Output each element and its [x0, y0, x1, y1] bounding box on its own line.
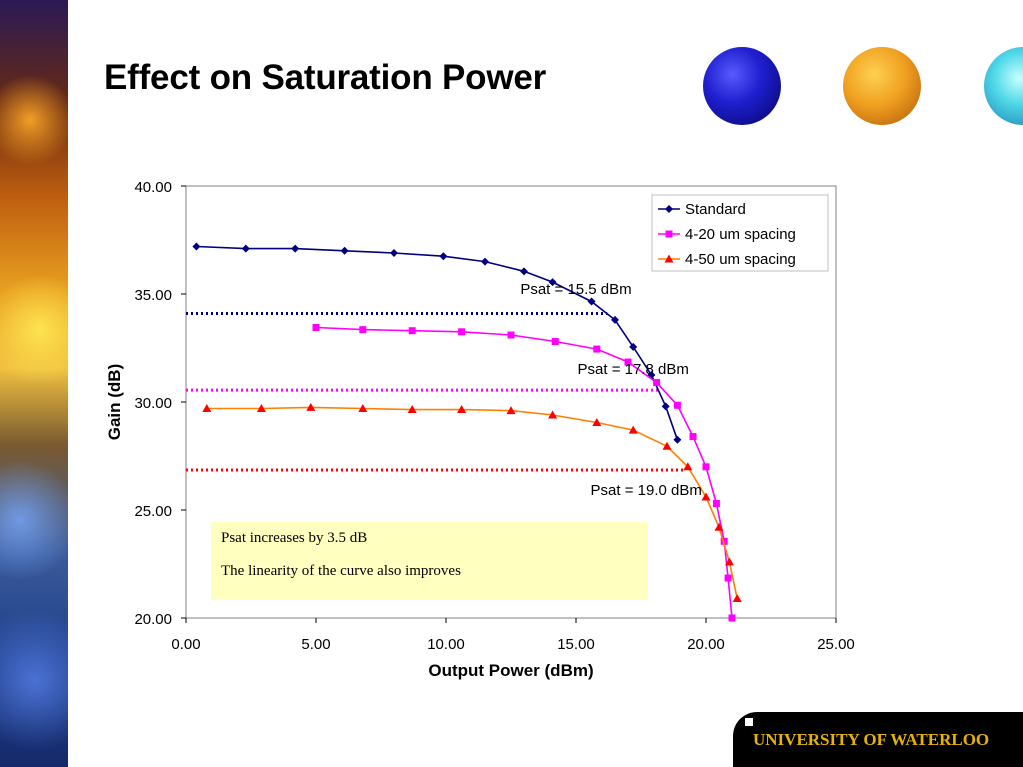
footer-notch	[745, 718, 753, 726]
x-tick-label: 25.00	[817, 636, 855, 653]
data-point-4-50-um-spacing	[592, 418, 602, 427]
data-point-standard	[520, 267, 528, 276]
data-point-4-20-um-spacing	[724, 574, 732, 582]
data-point-4-20-um-spacing	[689, 433, 697, 441]
data-point-standard	[192, 242, 201, 251]
data-point-4-50-um-spacing	[358, 403, 368, 412]
legend	[651, 194, 829, 272]
y-axis-label: Gain (dB)	[105, 364, 124, 441]
data-point-standard	[587, 297, 596, 306]
data-point-standard	[629, 342, 638, 351]
x-tick-label: 0.00	[171, 636, 200, 653]
legend-marker-4-50-um-spacing	[664, 254, 674, 263]
data-point-4-20-um-spacing	[507, 331, 515, 339]
data-point-4-20-um-spacing	[653, 379, 661, 387]
data-point-standard	[390, 248, 398, 257]
legend-label-4-20-um-spacing: 4-20 um spacing	[685, 226, 796, 243]
data-point-4-20-um-spacing	[359, 326, 367, 334]
data-point-4-50-um-spacing	[701, 492, 711, 501]
psat-annotation: Psat = 17.8 dBm	[578, 361, 689, 378]
y-tick-label: 40.00	[134, 179, 172, 196]
x-tick-label: 15.00	[557, 636, 595, 653]
university-name: UNIVERSITY OF WATERLOO	[753, 730, 990, 749]
data-point-4-20-um-spacing	[624, 358, 632, 366]
data-point-standard	[661, 402, 670, 411]
data-point-4-50-um-spacing	[732, 594, 742, 603]
legend-label-4-50-um-spacing: 4-50 um spacing	[685, 251, 796, 268]
series-line-4-50-um-spacing	[206, 406, 738, 599]
psat-annotation: Psat = 19.0 dBm	[591, 482, 702, 499]
data-point-4-20-um-spacing	[728, 614, 736, 622]
note-line-linearity: The linearity of the curve also improves	[221, 563, 461, 579]
note-line-psat: Psat increases by 3.5 dB	[221, 530, 368, 546]
data-point-4-50-um-spacing	[457, 405, 467, 414]
psat-annotation: Psat = 15.5 dBm	[520, 281, 631, 298]
data-point-4-20-um-spacing	[673, 401, 681, 409]
data-point-standard	[481, 257, 489, 266]
legend-marker-standard	[665, 205, 673, 213]
data-point-4-20-um-spacing	[712, 500, 720, 508]
data-point-4-50-um-spacing	[202, 403, 212, 412]
x-tick-label: 5.00	[301, 636, 330, 653]
y-tick-label: 35.00	[134, 287, 172, 304]
data-point-4-20-um-spacing	[720, 537, 728, 545]
data-point-4-50-um-spacing	[724, 557, 734, 566]
x-axis-label: Output Power (dBm)	[428, 661, 593, 680]
data-point-4-50-um-spacing	[548, 410, 558, 419]
x-tick-label: 10.00	[427, 636, 465, 653]
x-tick-label: 20.00	[687, 636, 725, 653]
y-tick-label: 30.00	[134, 395, 172, 412]
data-point-4-20-um-spacing	[593, 345, 601, 353]
data-point-standard	[439, 252, 448, 261]
blue-wafer-image	[703, 47, 781, 125]
y-tick-label: 20.00	[134, 611, 172, 628]
legend-marker-4-20-um-spacing	[665, 230, 673, 238]
data-point-4-20-um-spacing	[702, 463, 710, 471]
data-point-standard	[291, 244, 300, 253]
slide-title: Effect on Saturation Power	[104, 58, 547, 97]
data-point-4-50-um-spacing	[628, 425, 638, 434]
footer-banner: UNIVERSITY OF WATERLOO	[733, 712, 1023, 767]
data-point-4-20-um-spacing	[312, 323, 320, 331]
data-point-4-50-um-spacing	[256, 403, 266, 412]
data-point-4-50-um-spacing	[306, 402, 316, 411]
y-tick-label: 25.00	[134, 503, 172, 520]
legend-label-standard: Standard	[685, 201, 746, 218]
data-point-4-50-um-spacing	[683, 462, 693, 471]
data-point-standard	[241, 244, 250, 253]
data-point-standard	[673, 435, 682, 444]
note-box: Psat increases by 3.5 dB The linearity o…	[211, 522, 648, 600]
data-point-4-50-um-spacing	[407, 405, 417, 414]
series-line-4-20-um-spacing	[315, 326, 733, 619]
orange-wafer-image	[843, 47, 921, 125]
decorative-side-strip	[0, 0, 68, 767]
data-point-standard	[340, 246, 349, 255]
data-point-standard	[548, 278, 557, 287]
data-point-4-50-um-spacing	[662, 441, 672, 450]
data-point-4-20-um-spacing	[458, 328, 466, 336]
data-point-4-20-um-spacing	[408, 327, 416, 335]
data-point-standard	[611, 315, 619, 324]
data-point-4-20-um-spacing	[551, 338, 559, 346]
data-point-4-50-um-spacing	[506, 406, 516, 415]
data-point-4-50-um-spacing	[714, 522, 724, 531]
